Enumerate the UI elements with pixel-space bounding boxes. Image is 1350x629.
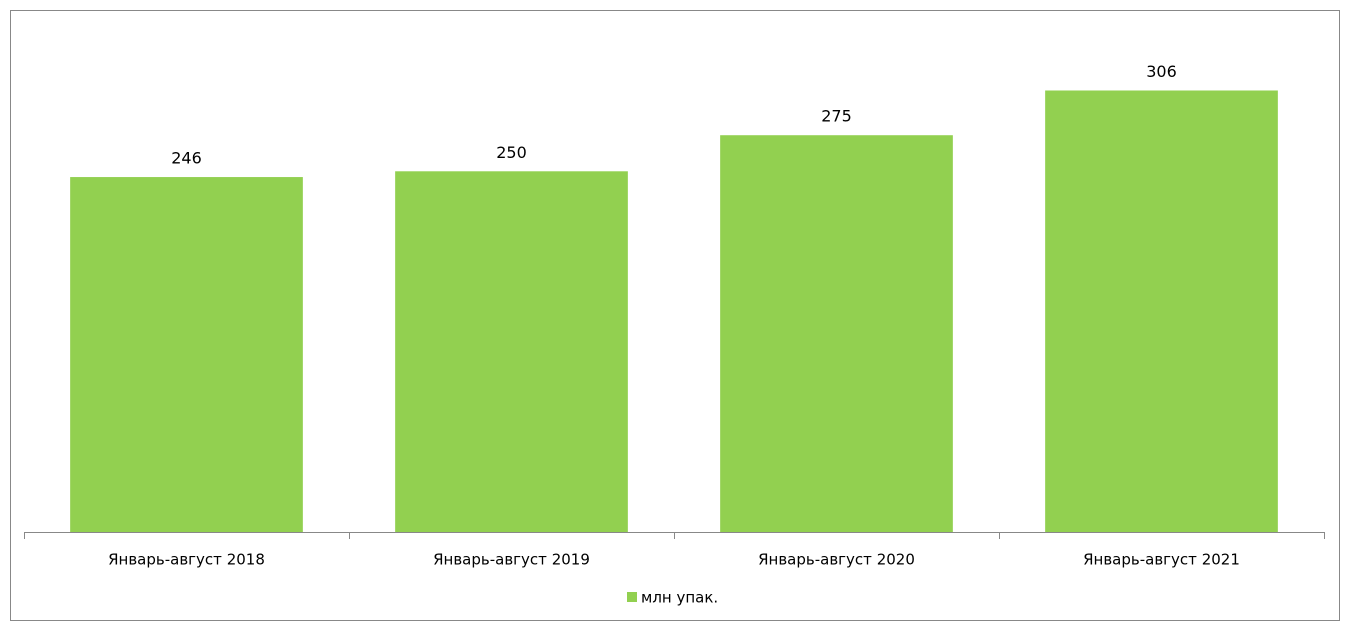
x-tick-label: Январь-август 2020: [758, 551, 915, 569]
bar: [70, 177, 303, 533]
x-tick-label: Январь-август 2021: [1083, 551, 1240, 569]
bar: [395, 171, 628, 533]
x-tick-label: Январь-август 2019: [433, 551, 590, 569]
legend-label: млн упак.: [641, 589, 718, 607]
data-label: 306: [1146, 62, 1177, 81]
legend-swatch: [627, 592, 637, 602]
bar: [720, 135, 953, 532]
data-label: 250: [496, 143, 527, 162]
x-tick-label: Январь-август 2018: [108, 551, 265, 569]
data-label: 275: [821, 107, 852, 126]
bar: [1045, 90, 1278, 532]
data-label: 246: [171, 149, 202, 168]
